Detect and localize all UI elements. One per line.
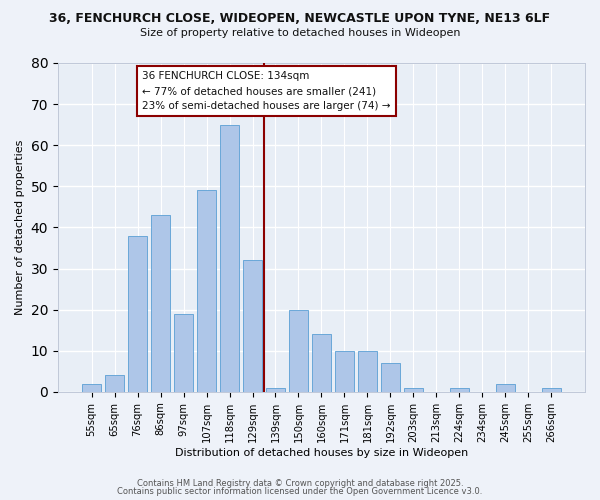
Bar	[289, 310, 308, 392]
Text: 36 FENCHURCH CLOSE: 134sqm
← 77% of detached houses are smaller (241)
23% of sem: 36 FENCHURCH CLOSE: 134sqm ← 77% of deta…	[142, 71, 391, 111]
Text: Size of property relative to detached houses in Wideopen: Size of property relative to detached ho…	[140, 28, 460, 38]
Bar	[266, 388, 285, 392]
Bar	[151, 215, 170, 392]
Bar	[358, 350, 377, 392]
Bar	[335, 350, 354, 392]
Bar	[449, 388, 469, 392]
Bar	[496, 384, 515, 392]
Bar	[82, 384, 101, 392]
X-axis label: Distribution of detached houses by size in Wideopen: Distribution of detached houses by size …	[175, 448, 468, 458]
Bar	[197, 190, 217, 392]
Bar	[105, 376, 124, 392]
Bar	[128, 236, 148, 392]
Bar	[220, 124, 239, 392]
Text: Contains public sector information licensed under the Open Government Licence v3: Contains public sector information licen…	[118, 487, 482, 496]
Text: Contains HM Land Registry data © Crown copyright and database right 2025.: Contains HM Land Registry data © Crown c…	[137, 478, 463, 488]
Bar	[404, 388, 423, 392]
Bar	[174, 314, 193, 392]
Bar	[380, 363, 400, 392]
Text: 36, FENCHURCH CLOSE, WIDEOPEN, NEWCASTLE UPON TYNE, NE13 6LF: 36, FENCHURCH CLOSE, WIDEOPEN, NEWCASTLE…	[49, 12, 551, 26]
Bar	[542, 388, 561, 392]
Bar	[311, 334, 331, 392]
Y-axis label: Number of detached properties: Number of detached properties	[15, 140, 25, 315]
Bar	[243, 260, 262, 392]
